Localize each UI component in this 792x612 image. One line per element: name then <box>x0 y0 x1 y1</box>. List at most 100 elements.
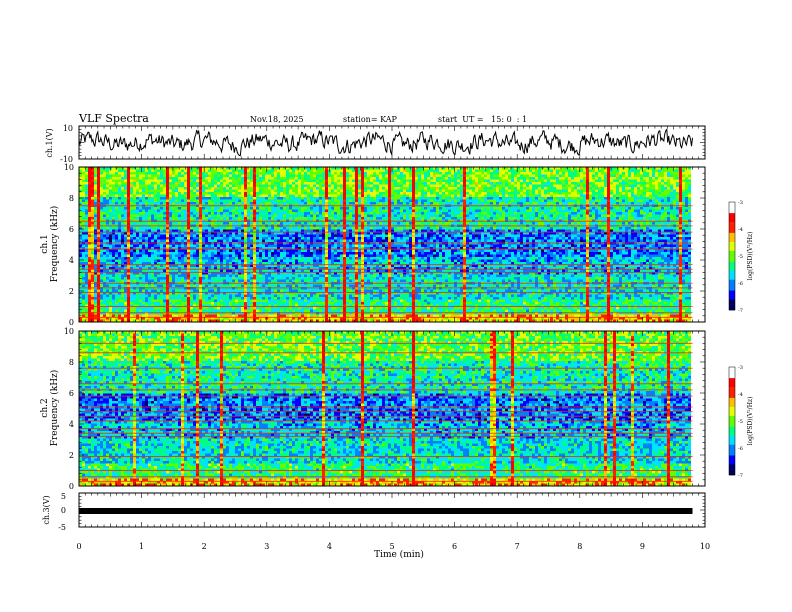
spectrogram-cell <box>478 172 481 175</box>
spectrogram-cell <box>442 170 445 173</box>
spectrogram-cell <box>238 180 241 183</box>
spectrogram-cell <box>430 190 433 193</box>
spectrogram-cell <box>508 207 511 210</box>
spectrogram-cell <box>133 185 136 188</box>
spectrogram-cell <box>469 182 472 185</box>
spectrogram-cell <box>310 175 313 178</box>
spectrogram-cell <box>91 217 94 220</box>
spectrogram-cell <box>490 212 493 215</box>
spectrogram-cell <box>223 177 226 180</box>
spectrogram-cell <box>265 175 268 178</box>
spectrogram-cell <box>253 175 256 178</box>
spectrogram-cell <box>103 217 106 220</box>
spectrogram-cell <box>415 222 418 225</box>
spectrogram-cell <box>568 207 571 210</box>
spectrogram-cell <box>409 175 412 178</box>
spectrogram-cell <box>472 202 475 205</box>
spectrogram-cell <box>268 172 271 175</box>
spectrogram-cell <box>148 187 151 190</box>
spectrogram-cell <box>223 197 226 200</box>
spectrogram-cell <box>130 182 133 185</box>
spectrogram-cell <box>688 175 691 178</box>
spectrogram-cell <box>145 180 148 183</box>
spectrogram-cell <box>442 197 445 200</box>
spectrogram-cell <box>175 170 178 173</box>
spectrogram-cell <box>436 215 439 218</box>
spectrogram-cell <box>88 202 91 205</box>
spectrogram-cell <box>496 170 499 173</box>
spectrogram-cell <box>376 192 379 195</box>
spectrogram-cell <box>100 175 103 178</box>
spectrogram-cell <box>280 197 283 200</box>
spectrogram-cell <box>520 210 523 213</box>
spectrogram-cell <box>241 185 244 188</box>
spectrogram-cell <box>109 190 112 193</box>
spectrogram-cell <box>622 177 625 180</box>
spectrogram-cell <box>310 172 313 175</box>
spectrogram-cell <box>160 222 163 225</box>
spectrogram-cell <box>190 217 193 220</box>
spectrogram-cell <box>682 182 685 185</box>
spectrogram-cell <box>295 170 298 173</box>
spectrogram-cell <box>340 187 343 190</box>
spectrogram-cell <box>655 215 658 218</box>
spectrogram-cell <box>661 212 664 215</box>
spectrogram-cell <box>148 195 151 198</box>
spectrogram-cell <box>430 207 433 210</box>
spectrogram-cell <box>580 185 583 188</box>
spectrogram-cell <box>400 217 403 220</box>
spectrogram-cell <box>520 182 523 185</box>
spectrogram-cell <box>370 182 373 185</box>
spectrogram-cell <box>298 190 301 193</box>
spectrogram-cell <box>280 210 283 213</box>
spectrogram-cell <box>343 195 346 198</box>
spectrogram-cell <box>145 202 148 205</box>
spectrogram-cell <box>565 187 568 190</box>
spectrogram-cell <box>472 200 475 203</box>
spectrogram-cell <box>292 180 295 183</box>
spectrogram-cell <box>526 187 529 190</box>
spectrogram-cell <box>292 185 295 188</box>
spectrogram-cell <box>616 177 619 180</box>
spectrogram-cell <box>592 180 595 183</box>
spectrogram-cell <box>682 202 685 205</box>
spectrogram-cell <box>277 170 280 173</box>
spectrogram-cell <box>511 190 514 193</box>
spectrogram-cell <box>376 187 379 190</box>
spectrogram-cell <box>343 182 346 185</box>
spectrogram-cell <box>214 222 217 225</box>
spectrogram-cell <box>475 172 478 175</box>
spectrogram-cell <box>604 195 607 198</box>
spectrogram-cell <box>349 177 352 180</box>
spectrogram-cell <box>433 195 436 198</box>
spectrogram-cell <box>421 197 424 200</box>
spectrogram-cell <box>667 217 670 220</box>
spectrogram-cell <box>670 197 673 200</box>
spectrogram-cell <box>646 217 649 220</box>
spectrogram-cell <box>472 210 475 213</box>
spectrogram-cell <box>232 175 235 178</box>
spectrogram-cell <box>151 217 154 220</box>
spectrogram-cell <box>568 222 571 225</box>
spectrogram-cell <box>487 172 490 175</box>
spectrogram-cell <box>118 217 121 220</box>
spectrogram-cell <box>487 190 490 193</box>
spectrogram-cell <box>559 172 562 175</box>
spectrogram-cell <box>151 222 154 225</box>
spectrogram-cell <box>685 197 688 200</box>
spectrogram-cell <box>337 202 340 205</box>
spectrogram-cell <box>499 190 502 193</box>
spectrogram-cell <box>154 195 157 198</box>
spectrogram-cell <box>550 177 553 180</box>
spectrogram-cell <box>568 192 571 195</box>
spectrogram-cell <box>319 195 322 198</box>
spectrogram-cell <box>319 210 322 213</box>
spectrogram-cell <box>208 180 211 183</box>
spectrogram-cell <box>574 180 577 183</box>
spectrogram-cell <box>685 210 688 213</box>
spectrogram-cell <box>550 190 553 193</box>
spectrogram-cell <box>571 195 574 198</box>
spectrogram-cell <box>673 202 676 205</box>
spectrogram-cell <box>379 207 382 210</box>
spectrogram-cell <box>565 192 568 195</box>
